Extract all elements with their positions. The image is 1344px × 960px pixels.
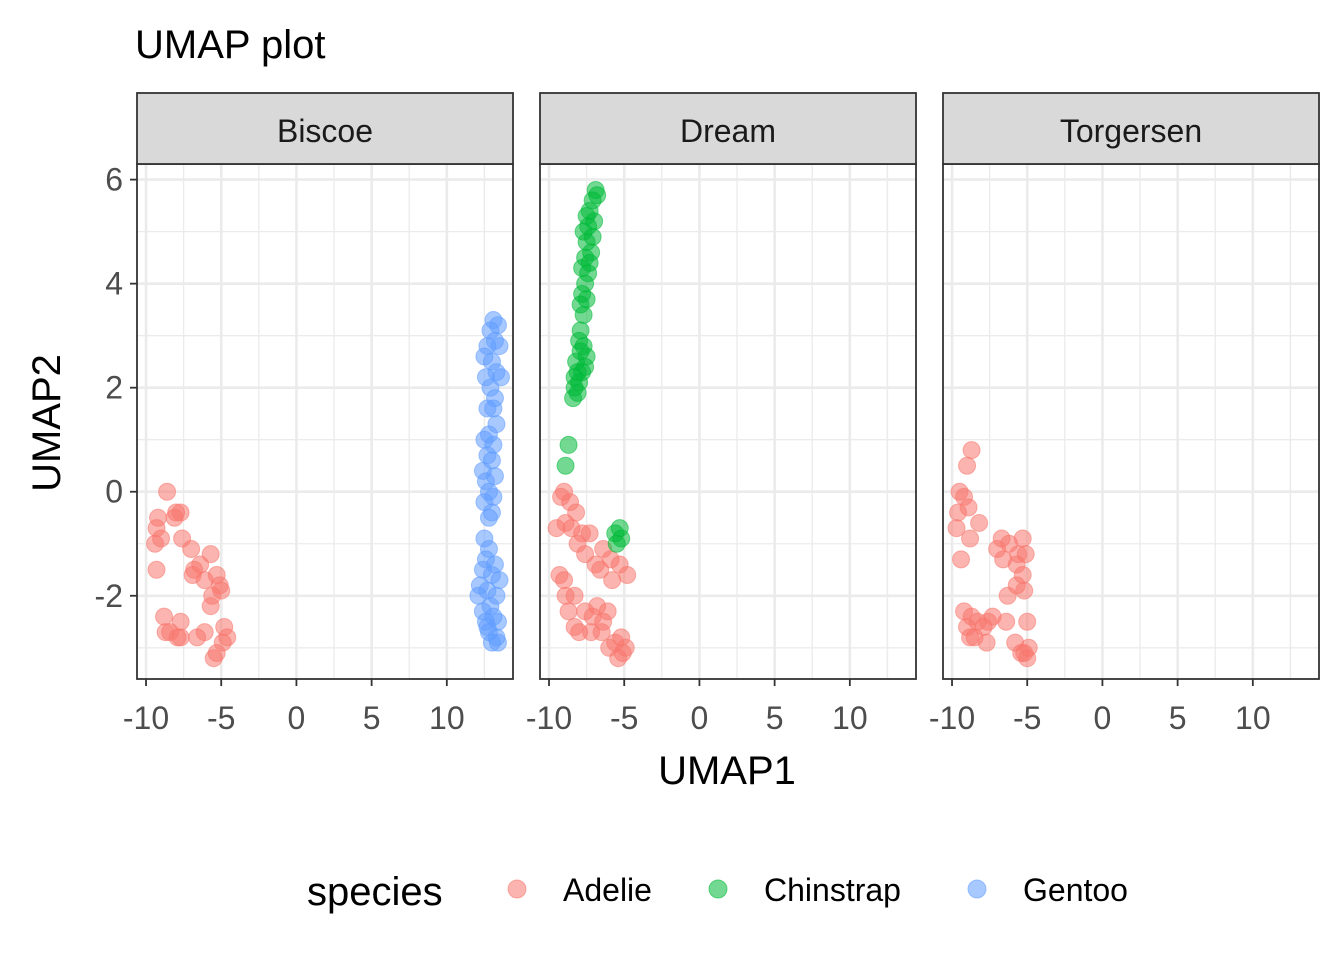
x-tick-label: 5 [1169,700,1187,736]
data-point-adelie [152,529,171,548]
data-point-chinstrap [556,456,575,475]
data-point-gentoo [484,399,503,418]
data-point-gentoo [490,337,509,356]
x-tick-label: 5 [766,700,784,736]
data-point-adelie [609,649,628,668]
data-point-adelie [556,586,575,605]
x-tick-label: 0 [288,700,306,736]
y-tick-label: 2 [105,370,123,406]
data-point-adelie [165,508,184,527]
legend-label: Chinstrap [764,872,901,908]
facet-strip [136,92,514,165]
facet-panel-biscoe: Biscoe -10 -5 0 5 10 -2 0 2 4 6 [95,92,514,736]
data-point-adelie [147,560,166,579]
x-axis-label: UMAP1 [658,749,796,793]
chart-title: UMAP plot [135,23,325,67]
data-point-adelie [183,565,202,584]
data-point-adelie [201,597,220,616]
data-point-adelie [1018,612,1037,631]
x-tick-label: 0 [691,700,709,736]
data-point-adelie [201,545,220,564]
data-point-adelie [603,571,622,590]
panel-background [943,164,1319,679]
legend-entry-gentoo: Gentoo [967,872,1128,908]
data-point-adelie [994,550,1013,569]
x-tick-label: -5 [207,700,235,736]
data-point-adelie [947,519,966,538]
data-point-adelie [204,649,223,668]
x-tick-label: 10 [1235,700,1271,736]
data-point-adelie [998,586,1017,605]
data-point-chinstrap [564,389,583,408]
data-point-adelie [592,623,611,642]
data-point-adelie [949,503,968,522]
data-point-adelie [958,456,977,475]
data-point-adelie [977,633,996,652]
data-point-chinstrap [559,435,578,454]
data-point-chinstrap [607,534,626,553]
x-tick-label: -10 [526,700,572,736]
y-tick-label: 0 [105,474,123,510]
x-tick-label: 0 [1094,700,1112,736]
data-point-adelie [559,602,578,621]
legend-label: Gentoo [1023,872,1128,908]
facet-label: Dream [680,113,776,149]
legend-key [507,879,527,899]
data-point-gentoo [479,508,498,527]
facet-strip [539,92,917,165]
data-point-adelie [962,441,981,460]
x-tick-label: -10 [123,700,169,736]
data-point-adelie [547,519,566,538]
facet-label: Torgersen [1060,113,1202,149]
data-point-adelie [1018,649,1037,668]
legend-key [708,879,728,899]
legend-entry-adelie: Adelie [507,872,652,908]
legend: species Adelie Chinstrap Gentoo [307,870,1128,914]
legend-label: Adelie [563,872,652,908]
data-point-adelie [555,571,574,590]
data-point-adelie [970,513,989,532]
x-tick-label: -5 [610,700,638,736]
data-point-adelie [997,612,1016,631]
facet-panel-dream: Dream -10 -5 0 5 10 [526,92,917,736]
data-point-adelie [171,628,190,647]
data-point-adelie [961,529,980,548]
x-tick-label: 10 [832,700,868,736]
legend-key [967,879,987,899]
data-point-gentoo [475,430,494,449]
data-point-adelie [952,550,971,569]
y-tick-label: 6 [105,162,123,198]
data-point-adelie [195,623,214,642]
x-tick-label: 10 [429,700,465,736]
x-tick-label: -5 [1013,700,1041,736]
panel-background [540,164,916,679]
facet-label: Biscoe [277,113,373,149]
data-point-gentoo [478,617,497,636]
data-point-adelie [618,565,637,584]
y-tick-label: -2 [95,578,123,614]
facet-panel-torgersen: Torgersen -10 -5 0 5 10 [929,92,1320,736]
facet-strip [942,92,1320,165]
legend-title: species [307,870,443,914]
y-axis-label: UMAP2 [25,354,69,492]
data-point-adelie [580,524,599,543]
legend-entry-chinstrap: Chinstrap [708,872,901,908]
data-point-chinstrap [574,305,593,324]
data-point-adelie [182,539,201,558]
data-point-adelie [570,623,589,642]
x-tick-label: -10 [929,700,975,736]
y-tick-label: 4 [105,266,123,302]
data-point-adelie [1015,581,1034,600]
data-point-adelie [155,607,174,626]
panel-background [137,164,513,679]
data-point-gentoo [488,633,507,652]
data-point-adelie [961,628,980,647]
x-tick-label: 5 [363,700,381,736]
data-point-adelie [158,482,177,501]
